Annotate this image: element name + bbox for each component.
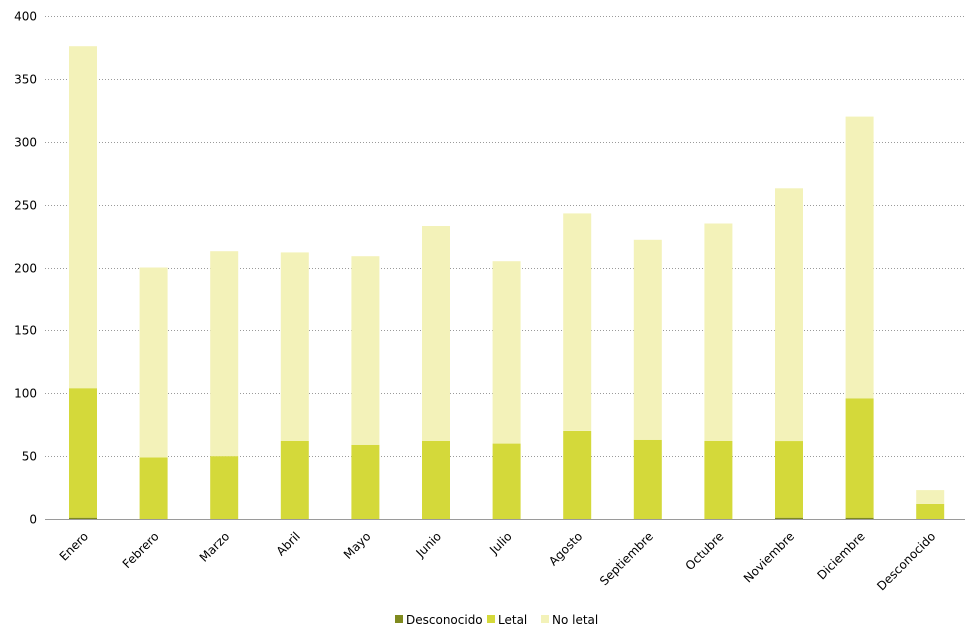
legend-label: Desconocido: [406, 613, 483, 627]
bar-segment: [563, 213, 592, 431]
bar-segment: [775, 441, 803, 518]
y-tick-label: 50: [22, 450, 37, 464]
bar-segment: [280, 441, 309, 519]
x-tick-label: Mayo: [341, 529, 374, 562]
x-tick-label: Marzo: [197, 529, 233, 565]
bar-segment: [704, 223, 733, 441]
bar-segment: [563, 431, 592, 519]
bar-segment: [916, 503, 945, 519]
legend: Desconocido Letal No letal: [395, 613, 598, 627]
y-axis-ticks: 0 50 100 150 200 250 300 350 400: [14, 10, 37, 527]
x-tick-label: Enero: [57, 529, 91, 563]
bar-segment: [69, 46, 97, 389]
y-tick-label: 400: [14, 10, 37, 24]
x-tick-label: Noviembre: [741, 529, 797, 585]
y-tick-label: 250: [14, 199, 37, 213]
x-tick-label: Junio: [413, 529, 444, 560]
x-tick-label: Octubre: [683, 529, 727, 573]
gridlines: [45, 16, 965, 520]
bar-segment: [422, 441, 450, 519]
bar-segment: [916, 490, 945, 504]
bar-segment: [492, 443, 521, 519]
bar-segment: [845, 517, 874, 519]
y-tick-label: 300: [14, 136, 37, 150]
bars: [69, 46, 945, 519]
bar-segment: [139, 457, 168, 519]
bar-segment: [422, 226, 450, 441]
x-tick-label: Febrero: [120, 529, 162, 571]
x-tick-label: Julio: [486, 529, 514, 557]
y-tick-label: 150: [14, 324, 37, 338]
bar-segment: [280, 252, 309, 441]
bar-segment: [633, 239, 662, 440]
legend-label: Letal: [498, 613, 527, 627]
bar-segment: [775, 517, 803, 519]
y-tick-label: 100: [14, 387, 37, 401]
bar-segment: [492, 261, 521, 444]
bar-segment: [69, 388, 97, 518]
x-tick-label: Diciembre: [815, 529, 868, 582]
x-tick-label: Agosto: [546, 529, 585, 568]
bar-segment: [704, 441, 733, 519]
y-tick-label: 0: [29, 513, 37, 527]
bar-segment: [845, 398, 874, 518]
y-tick-label: 350: [14, 73, 37, 87]
bar-segment: [69, 517, 97, 519]
bar-segment: [139, 267, 168, 458]
bar-segment: [633, 439, 662, 519]
legend-swatch: [541, 615, 549, 623]
legend-swatch: [395, 615, 403, 623]
bar-segment: [210, 456, 239, 519]
bar-segment: [351, 444, 380, 519]
y-tick-label: 200: [14, 262, 37, 276]
x-axis-ticks: Enero Febrero Marzo Abril Mayo Junio Julio Agos…: [57, 529, 939, 593]
bar-segment: [845, 116, 874, 399]
bar-segment: [351, 256, 380, 445]
x-tick-label: Septiembre: [597, 529, 656, 588]
bar-segment: [210, 251, 239, 457]
x-tick-label: Desconocido: [874, 529, 938, 593]
legend-label: No letal: [552, 613, 598, 627]
legend-swatch: [487, 615, 495, 623]
x-tick-label: Abril: [274, 529, 303, 558]
bar-segment: [775, 188, 803, 442]
